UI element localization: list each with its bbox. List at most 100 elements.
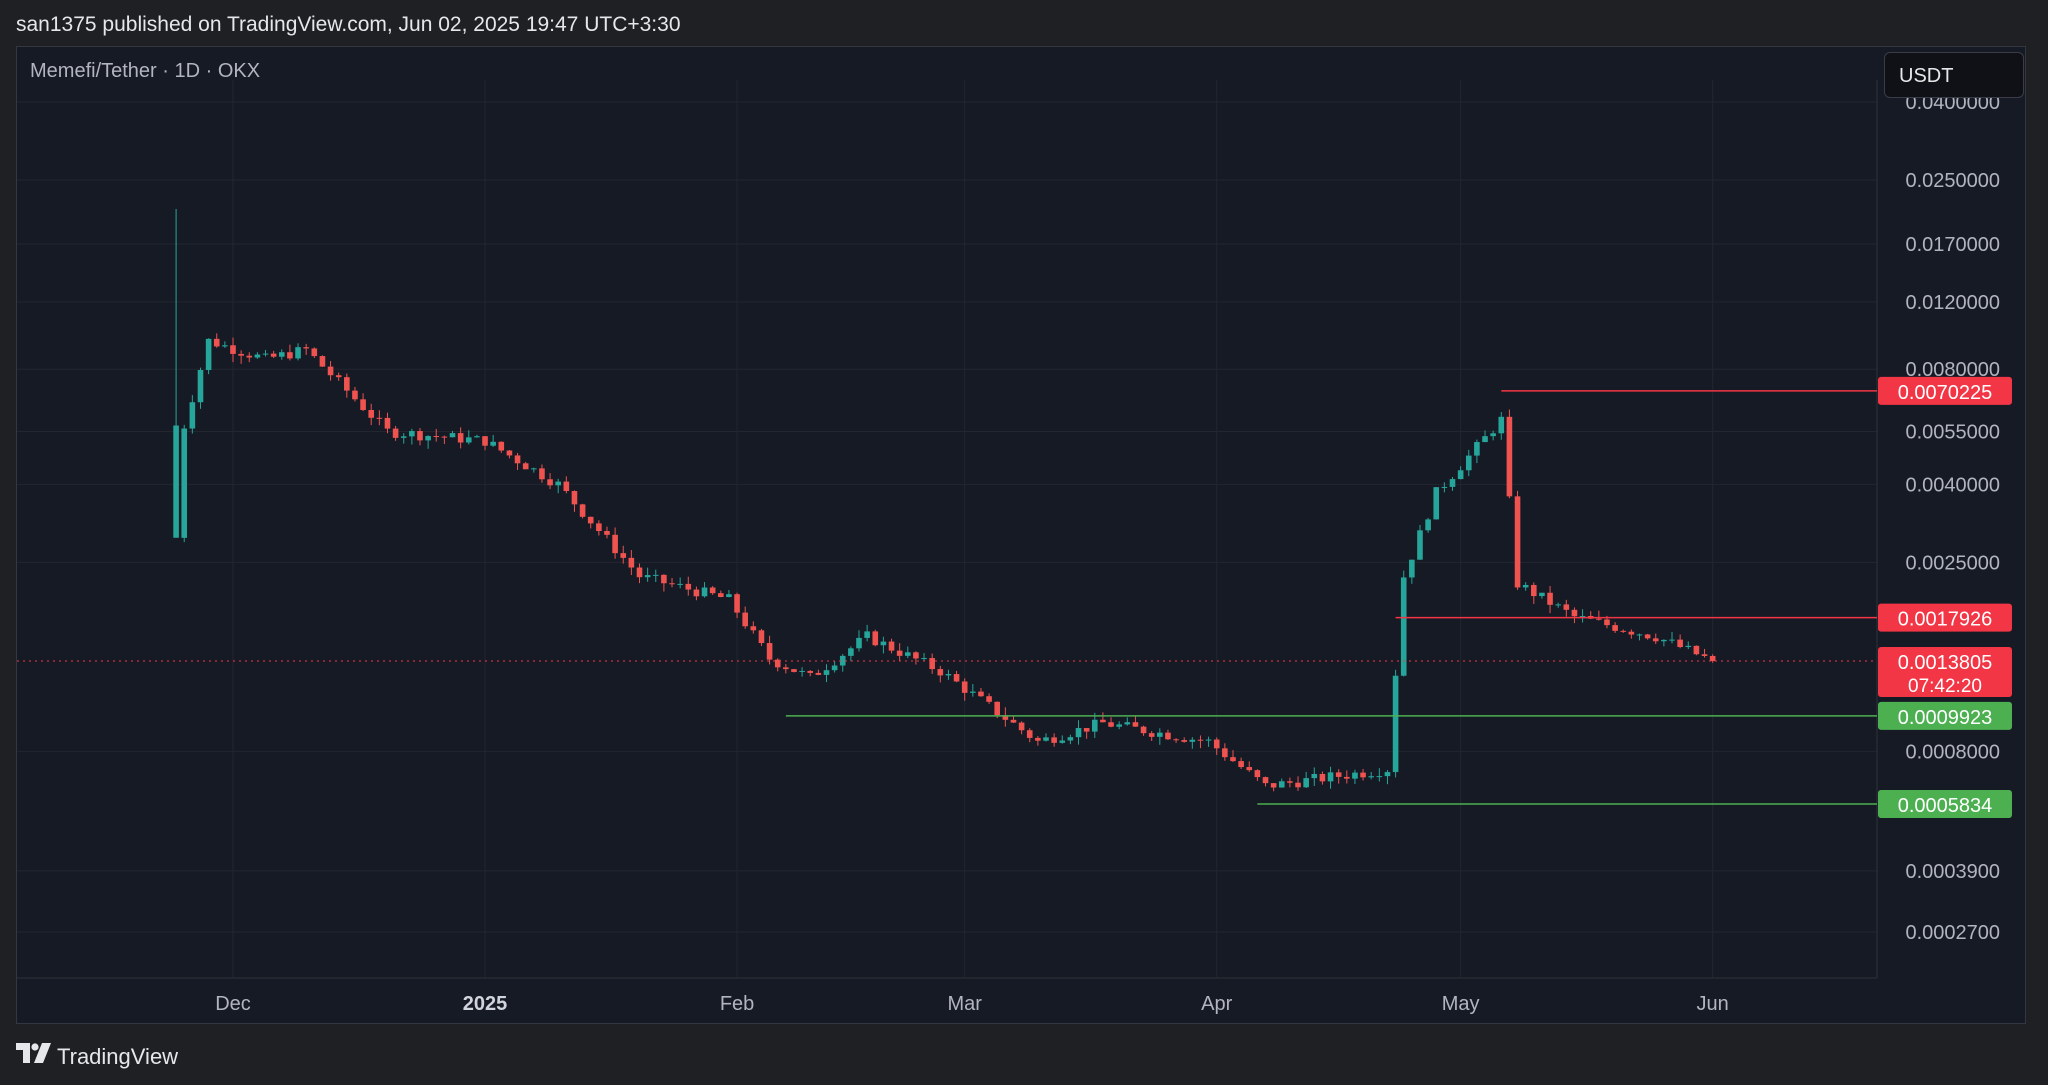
countdown-label: 07:42:20 xyxy=(1908,676,1982,697)
candle-body xyxy=(1165,732,1171,740)
candle-body xyxy=(921,658,927,660)
candle-body xyxy=(1498,416,1505,434)
candle-body xyxy=(246,355,253,358)
candle-body xyxy=(701,587,708,597)
candle-body xyxy=(1693,645,1700,655)
candle-body xyxy=(1612,625,1618,631)
chart-frame[interactable] xyxy=(16,46,2026,1024)
candle-body xyxy=(319,356,326,367)
candle-body xyxy=(1709,655,1716,662)
candle-body xyxy=(344,377,350,391)
candle-body xyxy=(929,658,935,670)
candle-body xyxy=(1287,781,1293,783)
candle-body xyxy=(400,436,407,438)
candle-body xyxy=(1661,639,1667,642)
candle-body xyxy=(1539,592,1545,597)
candle-body xyxy=(807,670,814,673)
candle-body xyxy=(644,575,651,578)
candle-body xyxy=(734,594,740,613)
candle-body xyxy=(287,352,293,359)
candle-body xyxy=(254,354,261,358)
candle-body xyxy=(441,436,448,438)
candle-body xyxy=(1091,719,1098,732)
current-price-tag xyxy=(1878,647,2012,698)
candle-body xyxy=(953,674,960,682)
candle-body xyxy=(1449,479,1456,487)
candle-body xyxy=(848,648,854,656)
price-chart[interactable]: 0.04000000.02500000.01700000.01200000.00… xyxy=(0,0,2048,1024)
candle-body xyxy=(197,370,204,403)
candle-body xyxy=(961,681,968,693)
candle-body xyxy=(945,674,952,676)
candle-body xyxy=(880,641,887,646)
candle-body xyxy=(596,523,602,531)
candle-body xyxy=(1465,455,1472,471)
candle-body xyxy=(1644,634,1651,639)
candle-body xyxy=(1197,739,1204,741)
candle-body xyxy=(1571,609,1578,617)
candle-body xyxy=(1327,772,1334,782)
x-tick-label: 2025 xyxy=(463,993,508,1015)
candle-body xyxy=(417,431,423,441)
candle-body xyxy=(783,667,789,670)
candle-body xyxy=(1376,776,1383,778)
candle-body xyxy=(693,589,700,597)
candle-body xyxy=(1344,776,1350,779)
candle-body xyxy=(531,468,537,470)
footer-brand[interactable]: TradingView xyxy=(57,1044,179,1069)
candle-body xyxy=(1400,577,1407,676)
candle-body xyxy=(205,338,212,371)
candle-body xyxy=(1278,781,1285,788)
candle-body xyxy=(1677,639,1683,648)
price-level-tag xyxy=(1878,701,2012,730)
candle-body xyxy=(1457,470,1464,480)
candle-body xyxy=(303,347,309,349)
currency-selector[interactable]: USDT xyxy=(1884,52,2024,98)
publish-header: san1375 published on TradingView.com, Ju… xyxy=(0,0,2048,46)
candle-body xyxy=(628,557,635,568)
candle-body xyxy=(1270,783,1277,788)
candle-body xyxy=(522,463,529,470)
candle-body xyxy=(1604,619,1610,626)
candle-body xyxy=(1547,592,1553,605)
candle-body xyxy=(1417,530,1423,560)
candle-body xyxy=(1124,722,1131,725)
candle-body xyxy=(1596,618,1602,620)
candle-body xyxy=(262,353,269,355)
current-price-label: 0.0013805 xyxy=(1898,652,1993,674)
candle-body xyxy=(368,410,375,418)
candle-body xyxy=(547,479,553,486)
candle-body xyxy=(896,650,903,656)
candle-body xyxy=(864,631,870,638)
candle-body xyxy=(978,691,984,697)
candle-body xyxy=(433,436,440,438)
candle-body xyxy=(1482,436,1488,443)
candle-body xyxy=(1026,730,1033,738)
candle-body xyxy=(189,402,196,429)
y-tick-label: 0.0120000 xyxy=(1905,292,2000,314)
candle-body xyxy=(774,659,781,668)
candle-body xyxy=(311,348,318,357)
candle-body xyxy=(1368,776,1374,778)
candle-body xyxy=(669,583,675,585)
candle-body xyxy=(718,593,724,598)
candle-body xyxy=(539,468,545,480)
candle-body xyxy=(831,665,838,671)
candle-body xyxy=(571,491,578,505)
footer: TradingView xyxy=(0,1024,2048,1085)
candle-body xyxy=(1051,737,1057,743)
y-tick-label: 0.0002700 xyxy=(1905,922,2000,944)
candle-body xyxy=(986,696,992,702)
candle-body xyxy=(1238,761,1244,768)
candle-body xyxy=(270,353,277,357)
candle-body xyxy=(766,643,773,660)
candle-body xyxy=(1002,715,1009,720)
candle-body xyxy=(1035,737,1041,741)
candle-body xyxy=(1140,726,1147,734)
candle-body xyxy=(1579,616,1586,618)
candle-body xyxy=(1620,630,1627,632)
candle-body xyxy=(514,455,521,464)
candle-body xyxy=(1628,631,1635,635)
candle-body xyxy=(620,553,627,558)
candle-body xyxy=(213,338,220,347)
